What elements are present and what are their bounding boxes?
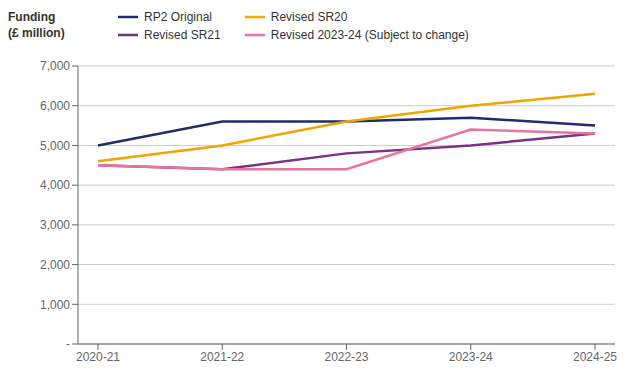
svg-text:2023-24: 2023-24 [449,350,493,364]
svg-text:7,000: 7,000 [40,59,70,73]
svg-text:2021-22: 2021-22 [200,350,244,364]
svg-text:6,000: 6,000 [40,99,70,113]
svg-text:2022-23: 2022-23 [324,350,368,364]
html-text:Revised SR20: Revised SR20 [270,10,348,24]
html-text:Revised 2023-24 (Subject to ch: Revised 2023-24 (Subject to change) [270,28,469,42]
svg-text:2,000: 2,000 [40,258,70,272]
svg-text:-: - [66,337,70,351]
html-text:RP2 Original: RP2 Original [144,10,212,24]
svg-text:1,000: 1,000 [40,298,70,312]
svg-text:3,000: 3,000 [40,218,70,232]
html-text:Funding (£ million): Funding (£ million) [8,10,65,40]
svg-text:5,000: 5,000 [40,139,70,153]
svg-text:4,000: 4,000 [40,178,70,192]
svg-text:2024-25: 2024-25 [573,350,617,364]
svg-text:2020-21: 2020-21 [76,350,120,364]
html-text:Revised SR21: Revised SR21 [144,28,221,42]
